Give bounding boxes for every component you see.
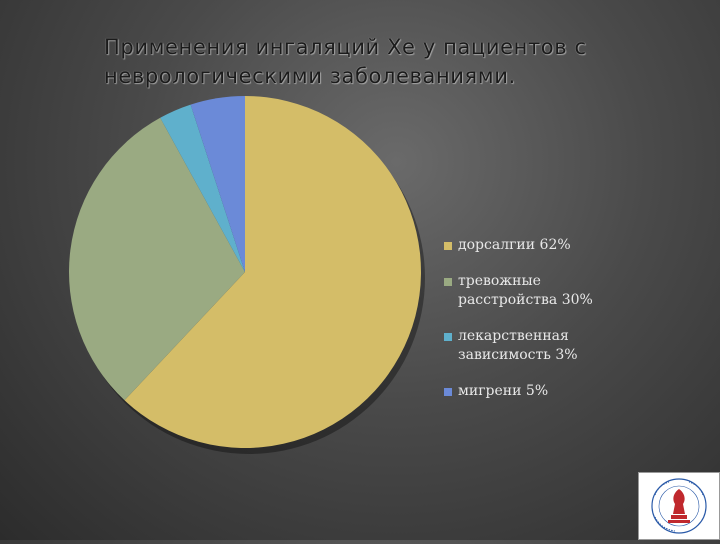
legend-label-migraine: мигрени 5% [458,383,549,399]
pie-slice-dorsalgia [124,96,421,448]
pie-slice-migraine [190,96,245,272]
legend-item-dorsalgia: дорсалгии 62% [444,236,644,255]
chart-title: Применения ингаляций Хе у пациентов с не… [104,35,587,88]
institution-emblem-icon [651,478,707,534]
legend-swatch-dorsalgia [444,242,452,250]
legend-label-dorsalgia: дорсалгии 62% [458,237,571,253]
pie-slice-drug-dependence [160,104,245,273]
chart-legend: дорсалгии 62% тревожные расстройства 30%… [444,236,644,418]
legend-swatch-drug-dependence [444,333,452,341]
legend-item-drug-dependence: лекарственная зависимость 3% [444,327,644,365]
legend-label-anxiety: тревожные расстройства 30% [458,273,593,308]
pie-slice-anxiety [68,117,245,401]
legend-item-anxiety: тревожные расстройства 30% [444,272,644,310]
legend-label-drug-dependence: лекарственная зависимость 3% [458,328,578,363]
legend-swatch-anxiety [444,278,452,286]
institution-logo [638,472,720,540]
legend-swatch-migraine [444,388,452,396]
legend-item-migraine: мигрени 5% [444,382,644,401]
